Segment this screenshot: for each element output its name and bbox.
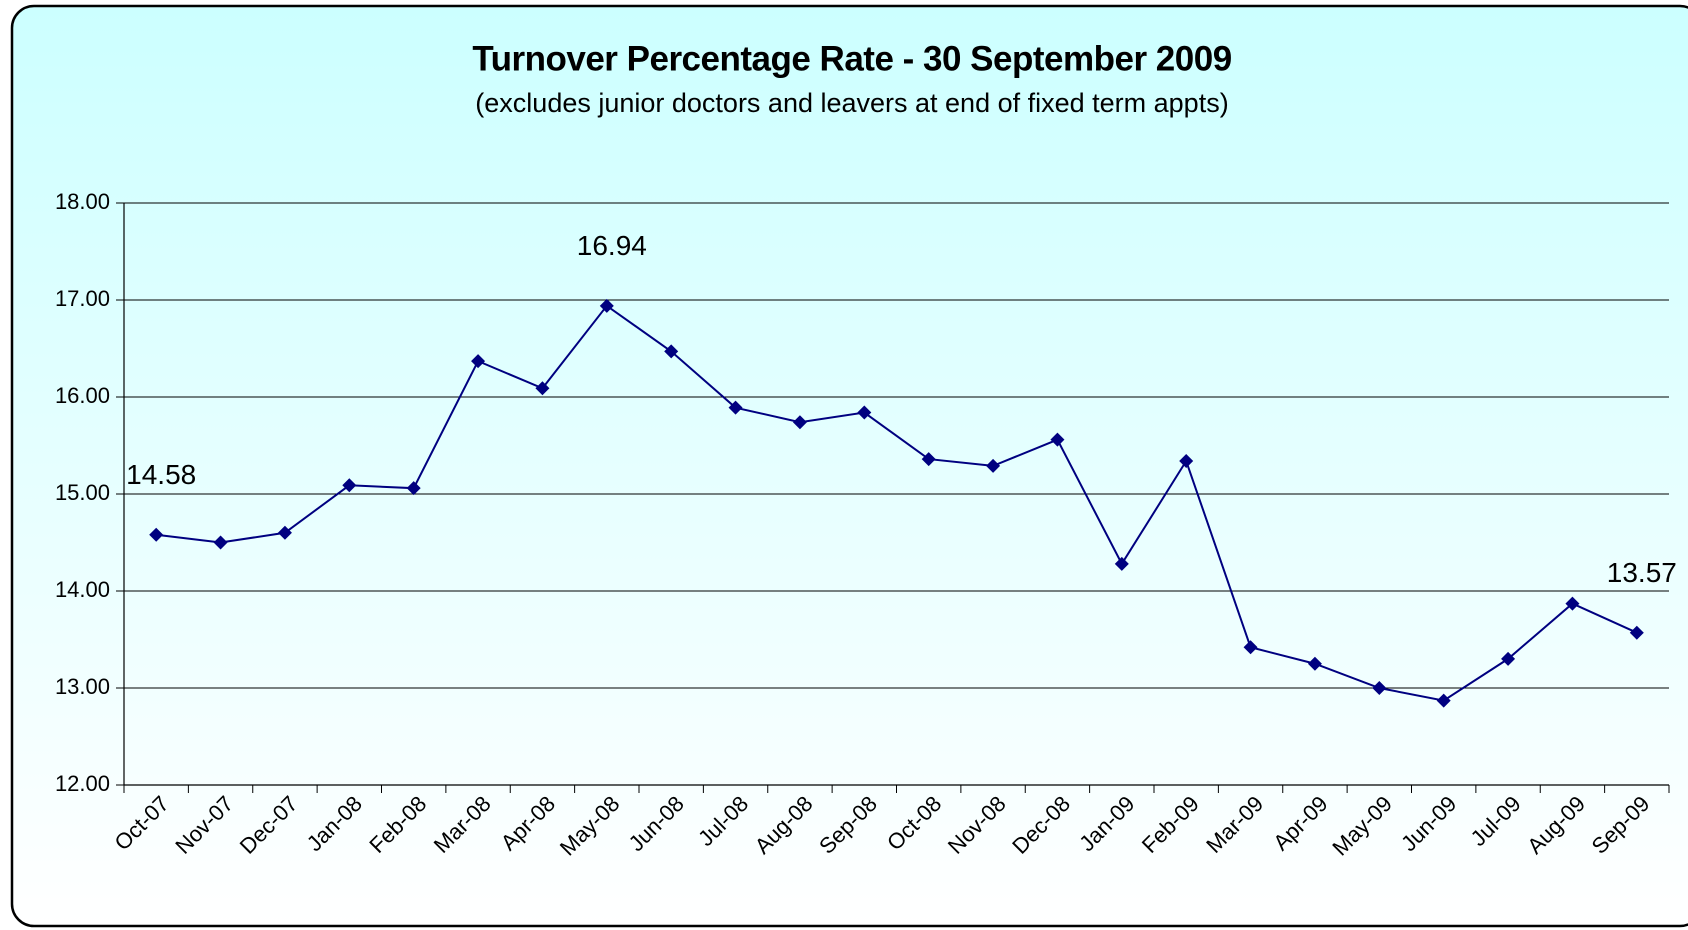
marker [1629,625,1644,640]
marker [1501,651,1516,666]
line [156,304,1638,702]
marker [728,400,743,415]
marker [1243,640,1258,655]
marker [1565,596,1580,611]
chart-title: Turnover Percentage Rate - 30 September … [472,39,1231,78]
marker [921,452,936,467]
marker [277,525,292,540]
y-tick-label: 17.00 [55,286,110,311]
marker [406,481,421,496]
marker [213,535,228,550]
marker [149,527,164,542]
marker [471,354,486,369]
marker [986,458,1001,473]
y-tick-label: 16.00 [55,383,110,408]
chart-frame [10,4,1688,928]
data-label: 14.58 [126,459,196,490]
marker [1114,556,1129,571]
marker [1436,693,1451,708]
marker [1050,432,1065,447]
y-tick-label: 13.00 [55,674,110,699]
data-label: 16.94 [577,230,647,261]
marker [535,381,550,396]
y-tick-label: 18.00 [55,189,110,214]
data-label: 13.57 [1607,557,1677,588]
marker [599,298,614,313]
marker [1372,681,1387,695]
marker [1307,656,1322,671]
marker [857,405,872,420]
marker [664,344,679,359]
marker [1179,454,1194,469]
y-tick-label: 12.00 [55,771,110,796]
chart-subtitle: (excludes junior doctors and leavers at … [475,88,1228,118]
marker [792,415,807,430]
marker [342,478,357,493]
y-tick-label: 14.00 [55,577,110,602]
y-tick-label: 15.00 [55,480,110,505]
